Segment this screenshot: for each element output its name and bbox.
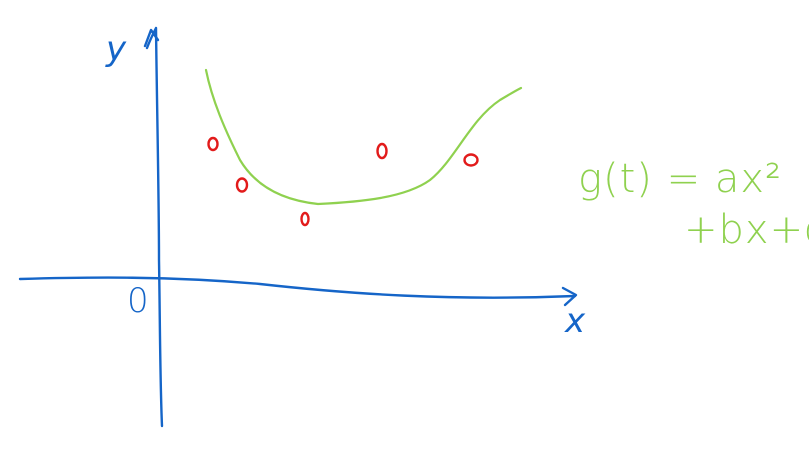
origin-label: 0 bbox=[127, 281, 149, 321]
formula-line-1: g(t) = ax² bbox=[578, 156, 782, 202]
data-point bbox=[463, 153, 479, 167]
y-axis-label: y bbox=[105, 29, 127, 69]
x-axis-arrowhead bbox=[561, 286, 578, 307]
x-axis bbox=[18, 276, 578, 307]
y-axis-arrowhead bbox=[143, 28, 160, 48]
data-point bbox=[300, 211, 310, 227]
data-point bbox=[235, 177, 249, 193]
formula: g(t) = ax² +bx+c bbox=[578, 156, 809, 253]
y-axis-line bbox=[145, 26, 164, 428]
fitted-curve bbox=[204, 68, 523, 206]
data-point bbox=[376, 142, 388, 160]
y-axis bbox=[143, 26, 164, 428]
formula-line-2: +bx+c bbox=[684, 207, 809, 253]
x-axis-line bbox=[18, 276, 577, 299]
data-point bbox=[207, 136, 219, 152]
x-axis-label: x bbox=[564, 301, 586, 341]
data-points bbox=[207, 136, 479, 227]
